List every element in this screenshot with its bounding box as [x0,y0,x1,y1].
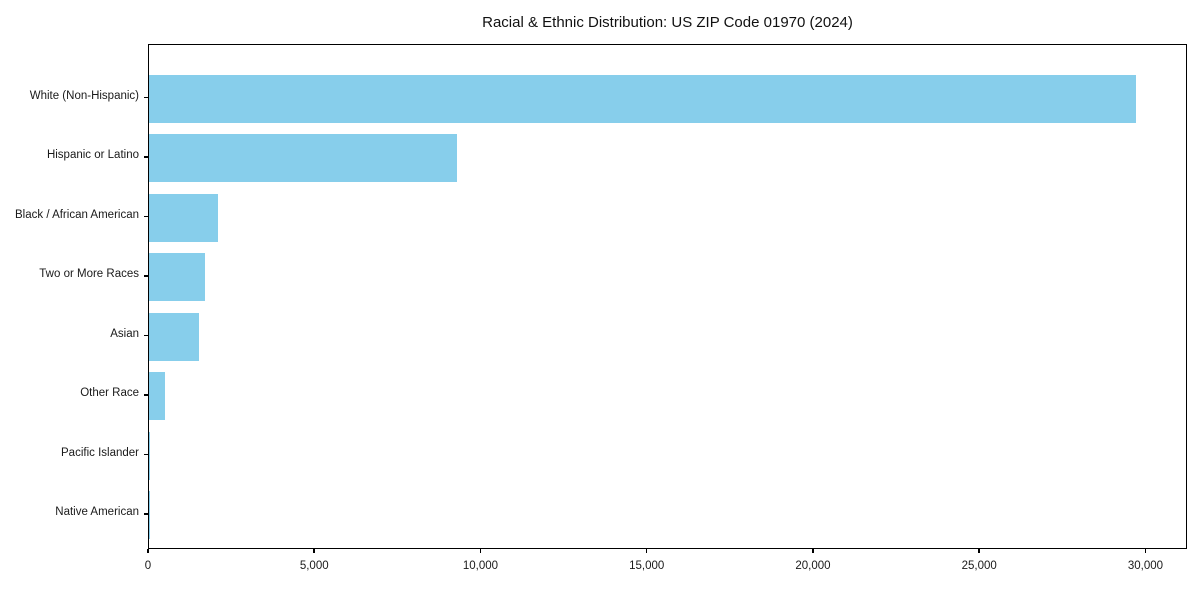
x-axis-tick-label: 25,000 [961,560,997,572]
x-axis-tick-label: 20,000 [795,560,831,572]
x-axis-tick-label: 5,000 [299,560,329,572]
x-tick-mark [313,549,315,553]
chart-title: Racial & Ethnic Distribution: US ZIP Cod… [482,14,853,31]
x-axis-tick-label: 0 [144,560,152,572]
bar [149,253,205,301]
bar [149,372,165,420]
y-tick-mark [144,513,148,515]
y-axis-label: Black / African American [15,208,139,221]
x-tick-mark [645,549,648,553]
y-tick-mark [144,334,148,337]
y-tick-mark [144,453,148,456]
y-axis-label: Asian [110,327,139,340]
y-axis-label: Other Race [80,387,139,399]
y-tick-mark [144,156,148,158]
x-tick-mark [1144,549,1147,553]
y-axis-label: Two or More Races [39,268,139,280]
bar [149,431,150,480]
x-tick-mark [147,549,149,553]
bar [149,312,199,361]
y-axis-label: Native American [55,506,139,518]
y-axis-label: Pacific Islander [61,446,139,459]
x-tick-mark [479,549,482,553]
y-axis-label: Hispanic or Latino [46,149,139,161]
plot-area [148,44,1187,549]
x-tick-mark [812,549,814,553]
bar [149,74,1137,123]
bar [149,134,458,182]
x-axis-tick-label: 10,000 [462,560,499,572]
y-tick-mark [144,275,148,277]
y-tick-mark [144,96,148,99]
bar [149,193,218,242]
x-tick-mark [978,549,980,553]
y-axis-label: White (Non-Hispanic) [29,89,139,102]
x-axis-tick-label: 15,000 [629,560,665,572]
y-tick-mark [144,394,148,396]
y-tick-mark [144,215,148,218]
x-axis-tick-label: 30,000 [1127,560,1164,572]
